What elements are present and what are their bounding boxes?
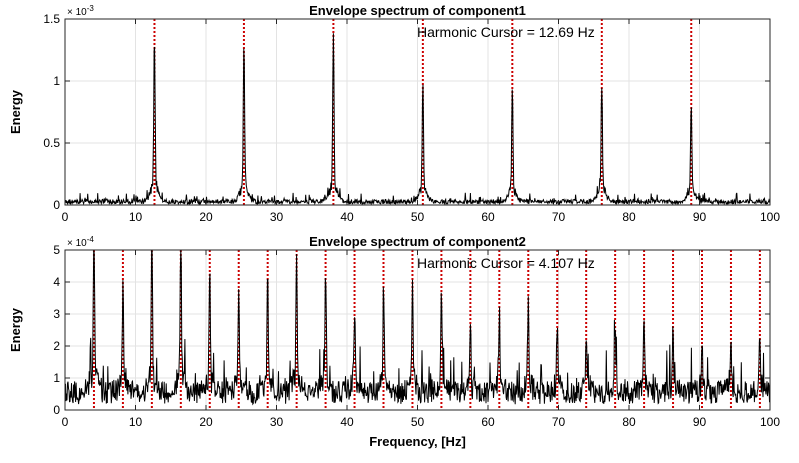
harmonic-cursor-annotation: Harmonic Cursor = 12.69 Hz bbox=[417, 24, 595, 40]
y-tick-label: 0 bbox=[53, 198, 60, 212]
x-tick-label: 100 bbox=[760, 210, 780, 224]
grid-lines bbox=[65, 19, 770, 205]
chart-title: Envelope spectrum of component2 bbox=[309, 234, 526, 249]
x-tick-label: 20 bbox=[199, 210, 213, 224]
x-tick-labels: 0 10 20 30 40 50 60 70 80 90 100 bbox=[62, 19, 780, 224]
x-tick-label: 50 bbox=[411, 415, 425, 429]
spectrum-panel-component1: 0 10 20 30 40 50 60 70 80 90 100 0 0.5 1 1.5 Envelope… bbox=[8, 3, 780, 224]
y-tick-label: 0.5 bbox=[43, 136, 60, 150]
x-tick-label: 40 bbox=[340, 415, 354, 429]
x-tick-label: 30 bbox=[270, 415, 284, 429]
y-tick-label: 1.5 bbox=[43, 12, 60, 26]
x-tick-label: 90 bbox=[693, 210, 707, 224]
harmonic-cursor-annotation: Harmonic Cursor = 4.107 Hz bbox=[417, 255, 595, 271]
y-tick-labels: 0 0.5 1 1.5 bbox=[43, 12, 770, 212]
x-tick-label: 90 bbox=[693, 415, 707, 429]
y-exponent-power: -3 bbox=[87, 4, 95, 13]
y-tick-label: 2 bbox=[53, 339, 60, 353]
y-tick-label: 1 bbox=[53, 74, 60, 88]
x-tick-label: 10 bbox=[129, 210, 143, 224]
x-tick-label: 60 bbox=[481, 415, 495, 429]
y-exponent-base: × 10 bbox=[67, 7, 87, 18]
chart-title: Envelope spectrum of component1 bbox=[309, 3, 526, 18]
y-axis-label: Energy bbox=[8, 89, 23, 134]
y-tick-label: 5 bbox=[53, 243, 60, 257]
y-tick-labels: 0 1 2 3 4 5 bbox=[53, 243, 770, 417]
y-tick-label: 0 bbox=[53, 403, 60, 417]
spectrum-line bbox=[64, 249, 771, 406]
y-tick-label: 4 bbox=[53, 275, 60, 289]
x-tick-label: 0 bbox=[62, 415, 69, 429]
x-tick-label: 70 bbox=[552, 415, 566, 429]
x-tick-label: 60 bbox=[481, 210, 495, 224]
x-axis-label: Frequency, [Hz] bbox=[369, 434, 466, 449]
x-tick-label: 80 bbox=[622, 210, 636, 224]
x-tick-label: 40 bbox=[340, 210, 354, 224]
x-tick-labels: 0 10 20 30 40 50 60 70 80 90 100 bbox=[62, 250, 780, 429]
y-axis-label: Energy bbox=[8, 307, 23, 352]
y-tick-label: 3 bbox=[53, 307, 60, 321]
x-tick-label: 10 bbox=[129, 415, 143, 429]
x-tick-label: 100 bbox=[760, 415, 780, 429]
x-tick-label: 30 bbox=[270, 210, 284, 224]
x-tick-label: 0 bbox=[62, 210, 69, 224]
y-exponent-label: × 10-4 bbox=[67, 235, 94, 249]
y-exponent-label: × 10-3 bbox=[67, 4, 94, 18]
y-exponent-power: -4 bbox=[87, 235, 95, 244]
spectrum-panel-component2: 0 10 20 30 40 50 60 70 80 90 100 0 1 2 3 4 5 Envelope s… bbox=[8, 234, 780, 449]
x-tick-label: 70 bbox=[552, 210, 566, 224]
x-tick-label: 50 bbox=[411, 210, 425, 224]
y-tick-label: 1 bbox=[53, 371, 60, 385]
spectrum-line bbox=[64, 33, 771, 206]
x-tick-label: 20 bbox=[199, 415, 213, 429]
x-tick-label: 80 bbox=[622, 415, 636, 429]
y-exponent-base: × 10 bbox=[67, 238, 87, 249]
